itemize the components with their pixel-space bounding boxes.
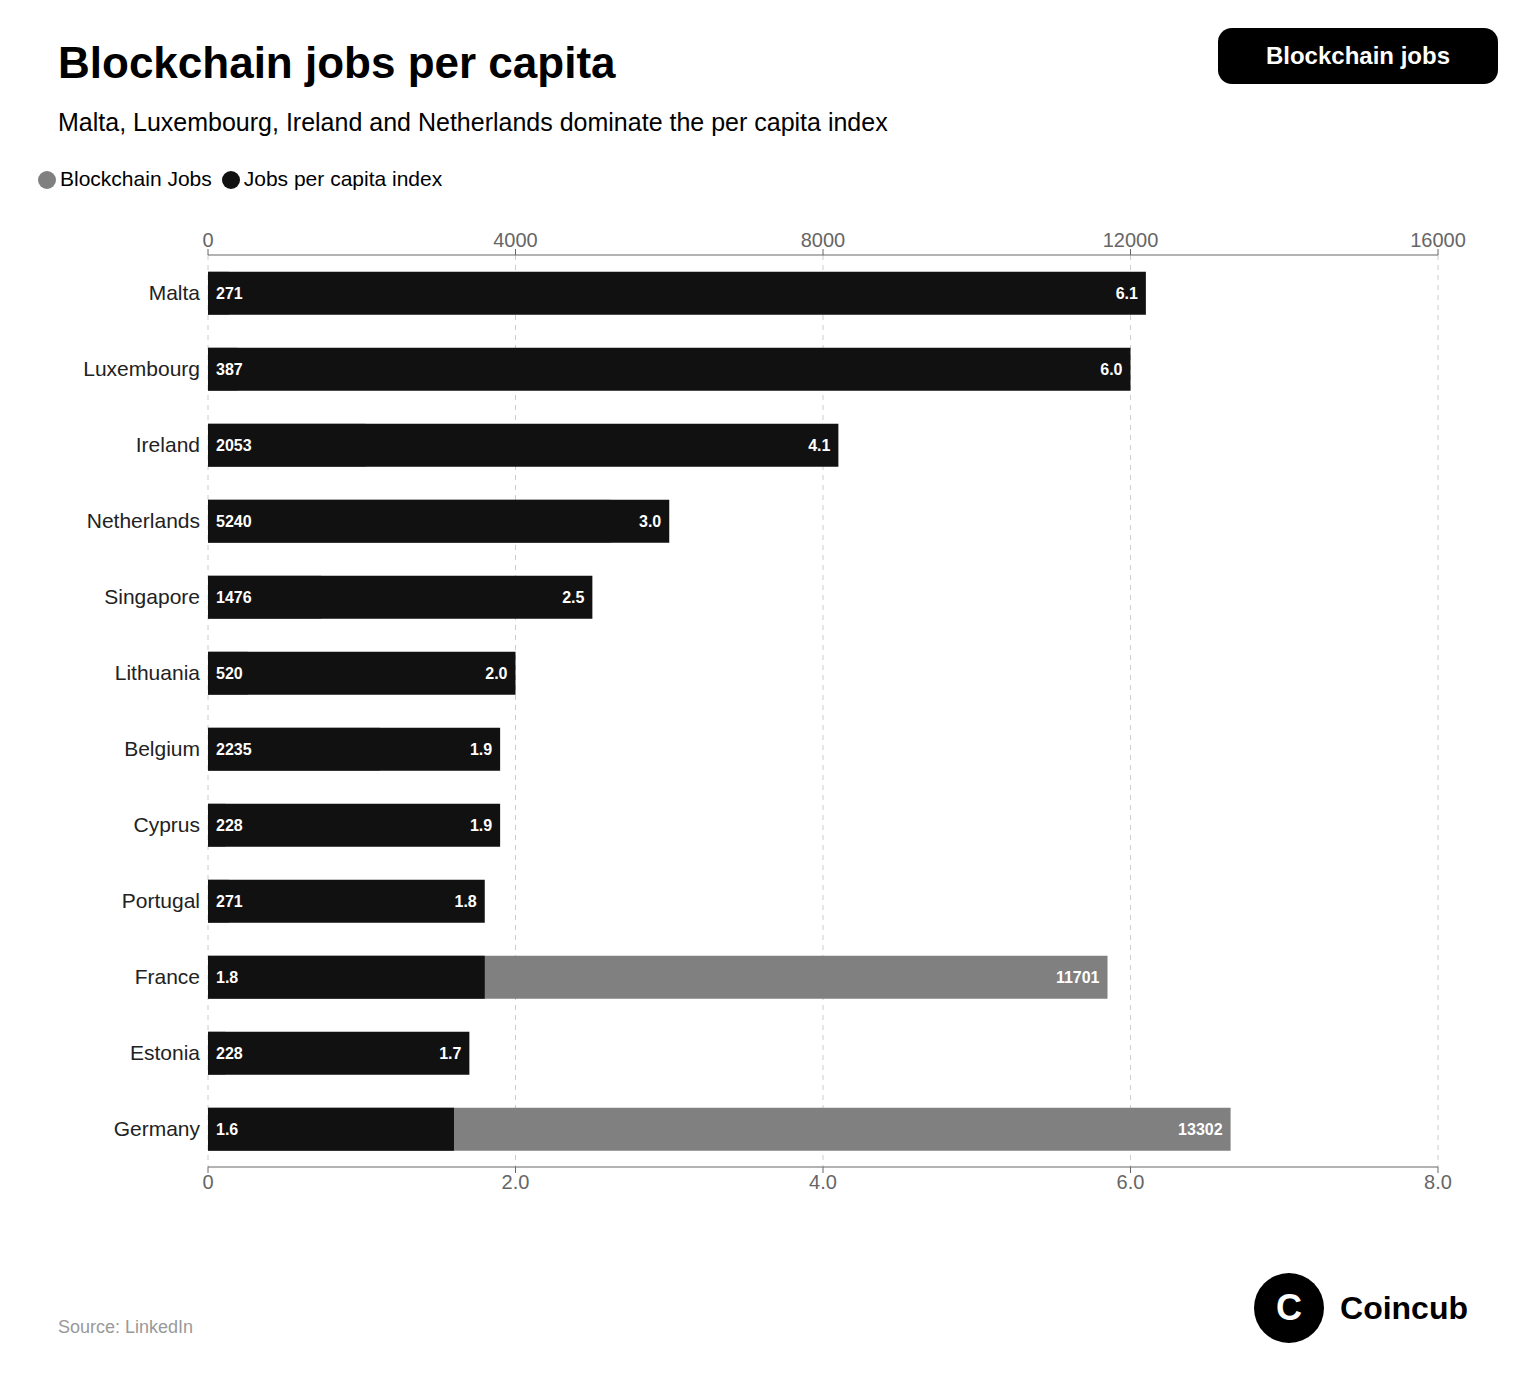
- svg-text:387: 387: [216, 361, 243, 378]
- svg-text:12000: 12000: [1103, 229, 1159, 251]
- svg-text:271: 271: [216, 893, 243, 910]
- svg-text:4.0: 4.0: [809, 1171, 837, 1193]
- svg-text:1.9: 1.9: [470, 741, 492, 758]
- svg-text:8.0: 8.0: [1424, 1171, 1452, 1193]
- html-text:Blockchain jobs per capita: Blockchain jobs per capita: [58, 38, 616, 87]
- svg-text:2.0: 2.0: [502, 1171, 530, 1193]
- svg-text:1.7: 1.7: [439, 1045, 461, 1062]
- svg-text:228: 228: [216, 1045, 243, 1062]
- svg-text:0: 0: [202, 1171, 213, 1193]
- svg-text:Malta: Malta: [149, 281, 201, 304]
- svg-text:16000: 16000: [1410, 229, 1466, 251]
- html-text:Source: LinkedIn: Source: LinkedIn: [58, 1317, 194, 1337]
- svg-text:6.0: 6.0: [1117, 1171, 1145, 1193]
- svg-text:Netherlands: Netherlands: [87, 509, 200, 532]
- html-text:Blockchain jobs: Blockchain jobs: [1266, 42, 1450, 69]
- svg-text:6.1: 6.1: [1116, 285, 1138, 302]
- svg-text:Lithuania: Lithuania: [115, 661, 201, 684]
- svg-text:520: 520: [216, 665, 243, 682]
- svg-text:8000: 8000: [801, 229, 846, 251]
- svg-text:2235: 2235: [216, 741, 252, 758]
- svg-text:0: 0: [202, 229, 213, 251]
- svg-text:271: 271: [216, 285, 243, 302]
- svg-text:Ireland: Ireland: [136, 433, 200, 456]
- html-text:Blockchain Jobs: Blockchain Jobs: [60, 167, 212, 190]
- svg-text:13302: 13302: [1178, 1121, 1223, 1138]
- svg-text:Estonia: Estonia: [130, 1041, 200, 1064]
- svg-text:6.0: 6.0: [1100, 361, 1122, 378]
- svg-text:2.0: 2.0: [485, 665, 507, 682]
- svg-text:3.0: 3.0: [639, 513, 661, 530]
- svg-text:Portugal: Portugal: [122, 889, 200, 912]
- svg-text:Singapore: Singapore: [104, 585, 200, 608]
- svg-text:1476: 1476: [216, 589, 252, 606]
- html-text:Coincub: Coincub: [1340, 1289, 1468, 1326]
- svg-text:5240: 5240: [216, 513, 252, 530]
- svg-text:2053: 2053: [216, 437, 252, 454]
- svg-text:1.6: 1.6: [216, 1121, 238, 1138]
- html-text:Malta, Luxembourg, Ireland and: Malta, Luxembourg, Ireland and Netherlan…: [58, 108, 888, 136]
- svg-text:1.9: 1.9: [470, 817, 492, 834]
- svg-text:Luxembourg: Luxembourg: [83, 357, 200, 380]
- svg-text:2.5: 2.5: [562, 589, 584, 606]
- svg-text:1.8: 1.8: [455, 893, 477, 910]
- html-text:Jobs per capita index: Jobs per capita index: [243, 167, 443, 190]
- svg-text:Germany: Germany: [114, 1117, 201, 1140]
- svg-text:4.1: 4.1: [808, 437, 830, 454]
- html-text:C: C: [1276, 1287, 1302, 1328]
- svg-text:228: 228: [216, 817, 243, 834]
- svg-text:Belgium: Belgium: [124, 737, 200, 760]
- svg-text:11701: 11701: [1056, 969, 1100, 986]
- svg-text:France: France: [135, 965, 200, 988]
- svg-text:1.8: 1.8: [216, 969, 238, 986]
- svg-text:4000: 4000: [493, 229, 538, 251]
- svg-text:Cyprus: Cyprus: [133, 813, 200, 836]
